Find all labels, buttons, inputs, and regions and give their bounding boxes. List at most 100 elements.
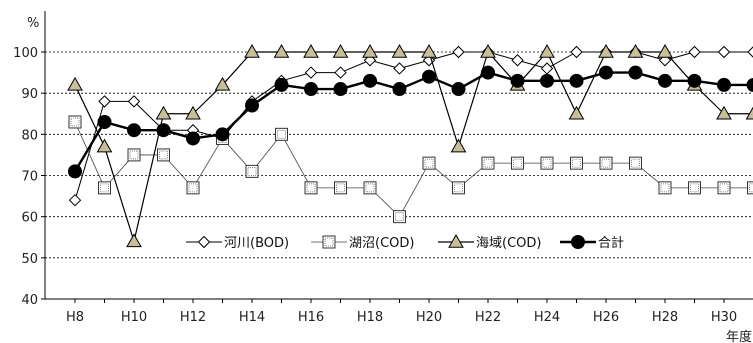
point-1-H25-dots	[572, 158, 581, 168]
point-1-H28-box	[658, 181, 672, 195]
y-tick-labels: 40 50 60 70 80 90 100	[13, 46, 38, 308]
legend-marker-1	[322, 235, 336, 249]
point-2-H9	[96, 138, 113, 153]
point-2-H12	[185, 105, 201, 120]
legend-label-1: 湖沼(COD)	[349, 236, 414, 251]
point-3-H22	[481, 65, 495, 80]
x-tick-label-H28: H28	[652, 310, 678, 325]
series-group	[67, 43, 753, 248]
point-2-H17	[332, 43, 349, 58]
point-2-H22	[480, 43, 496, 58]
point-1-H29	[688, 181, 701, 195]
point-0-H23	[511, 54, 524, 67]
point-2-H18	[362, 43, 378, 58]
point-1-H20-box	[422, 156, 436, 170]
point-1-H19-dots	[395, 212, 404, 222]
point-3-H30	[717, 77, 731, 92]
point-1-H15-box	[275, 127, 288, 141]
y-tick-label-70: 70	[21, 170, 38, 185]
point-1-H21	[452, 181, 465, 195]
point-1-H24-dots	[542, 158, 552, 168]
point-1-H25-box	[570, 156, 583, 170]
point-2-H24	[539, 43, 555, 58]
point-2-H13	[214, 76, 231, 91]
x-tick-label-H24: H24	[534, 310, 560, 325]
y-tick-label-50: 50	[21, 252, 38, 267]
point-1-H14-dots	[247, 166, 257, 176]
point-3-H26	[599, 65, 613, 80]
point-1-H26-box	[599, 156, 613, 170]
series-0	[68, 45, 753, 207]
legend-item-3: 合計	[560, 235, 624, 251]
point-1-H30-dots	[719, 183, 729, 193]
point-3-H12	[186, 131, 200, 146]
x-tick-label-H18: H18	[357, 310, 383, 325]
point-1-H21-box	[452, 181, 465, 195]
point-2-H28	[657, 43, 673, 58]
legend-label-0: 河川(BOD)	[224, 236, 289, 251]
point-3-H10	[127, 123, 141, 138]
point-1-H19-box	[393, 210, 406, 224]
point-2-H8	[67, 76, 83, 91]
point-1-H17-dots	[336, 183, 345, 193]
point-1-H17-box	[334, 181, 347, 195]
point-3-H17	[333, 82, 348, 97]
point-1-H27-box	[629, 156, 642, 170]
point-1-H18-box	[363, 181, 377, 195]
point-1-H11	[157, 148, 170, 162]
point-1-H12	[186, 181, 200, 195]
legend-label-2: 海域(COD)	[476, 236, 541, 251]
point-3-H18	[363, 73, 377, 88]
point-3-H24	[540, 73, 554, 88]
point-1-H15	[275, 127, 288, 141]
x-axis-label: 年度	[726, 329, 752, 343]
point-3-H16	[304, 82, 318, 97]
point-1-H23-dots	[513, 158, 522, 168]
point-0-H24	[540, 62, 554, 75]
point-1-H28	[658, 181, 672, 195]
point-3-H11	[156, 123, 171, 138]
point-1-H15-dots	[277, 129, 286, 139]
point-1-H22	[481, 156, 495, 170]
point-1-H26-dots	[601, 158, 611, 168]
x-tick-labels: H8 H10 H12 H14 H16 H18 H20 H22 H24 H26 H28 H30	[66, 310, 737, 325]
x-tick-label-H26: H26	[593, 310, 619, 325]
point-0-H16	[304, 66, 318, 79]
x-tick-label-H12: H12	[180, 310, 206, 325]
y-tick-label-40: 40	[21, 293, 38, 308]
legend-item-2: 海域(COD)	[438, 233, 541, 251]
series-line-1	[74, 121, 753, 218]
legend: 河川(BOD) 湖沼(COD) 海域(COD) 合計	[186, 233, 624, 251]
x-tick-label-H20: H20	[416, 310, 442, 325]
point-3-H19	[392, 82, 407, 97]
point-1-H20	[422, 156, 436, 170]
point-3-H23	[510, 73, 525, 88]
point-1-H26	[599, 156, 613, 170]
point-1-H29-box	[688, 181, 701, 195]
point-1-H22-box	[481, 156, 495, 170]
legend-marker-2	[448, 233, 464, 248]
point-0-H10	[127, 95, 141, 108]
point-1-H24-box	[540, 156, 554, 170]
point-0-H30	[717, 45, 731, 59]
point-1-H11-box	[157, 148, 170, 162]
series-2	[67, 43, 753, 248]
x-tick-label-H8: H8	[66, 310, 84, 325]
point-1-H27	[629, 156, 642, 170]
point-0-H9	[98, 95, 111, 108]
point-2-H15	[273, 43, 290, 58]
point-0-H8	[68, 193, 82, 207]
series-1	[68, 115, 753, 224]
point-1-H9	[98, 181, 111, 195]
point-1-H31	[747, 181, 753, 195]
point-1-H30	[717, 181, 731, 195]
point-1-H30-box	[717, 181, 731, 195]
point-3-H13	[215, 127, 230, 142]
point-1-H10	[127, 148, 141, 162]
point-1-H27-dots	[631, 158, 640, 168]
axes	[41, 11, 753, 303]
point-0-H17	[334, 66, 347, 79]
point-0-H21	[452, 45, 465, 59]
point-3-H20	[422, 69, 436, 84]
